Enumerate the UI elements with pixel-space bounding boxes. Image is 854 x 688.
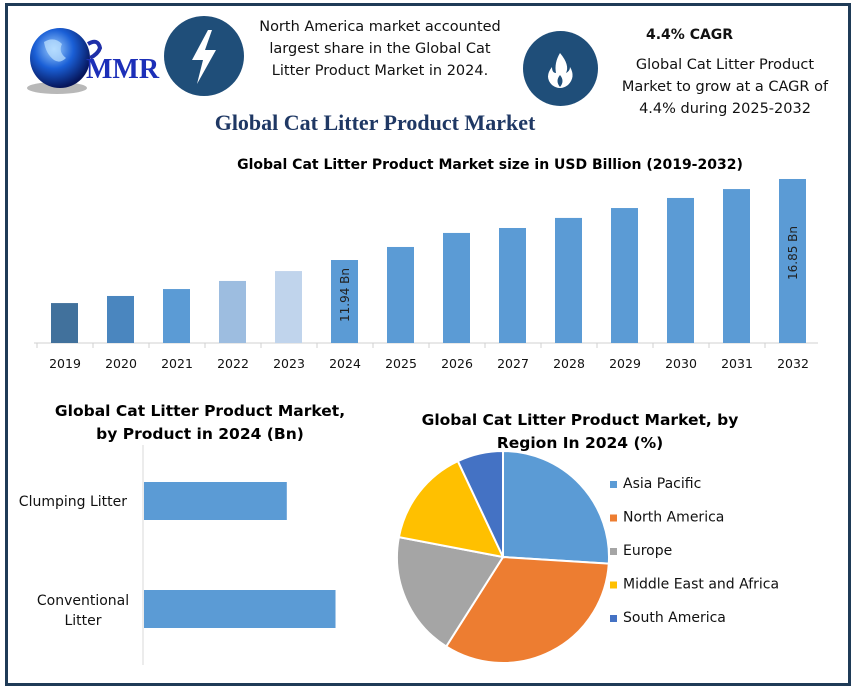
x-tick-label: 2020 — [105, 356, 137, 371]
legend-label: Middle East and Africa — [623, 577, 779, 593]
legend-swatch — [610, 481, 617, 488]
slice-south-america — [456, 449, 504, 558]
frame-border — [5, 3, 851, 686]
bar-conventional-litter — [144, 590, 336, 628]
data-label: 16.85 Bn — [786, 226, 800, 280]
x-tick-label: 2029 — [609, 356, 641, 371]
x-tick-label: 2025 — [385, 356, 417, 371]
bar-2028 — [555, 217, 582, 343]
x-tick-label: 2024 — [329, 356, 361, 371]
flame-icon — [523, 31, 598, 106]
bar-2023 — [275, 271, 302, 343]
category-label: Conventional Litter — [37, 593, 129, 629]
legend-label: South America — [623, 610, 726, 626]
legend-swatch — [610, 581, 617, 589]
bar-2020 — [107, 295, 134, 343]
category-label: Clumping Litter — [19, 494, 127, 510]
legend-swatch — [610, 514, 617, 522]
cagr-text: Global Cat Litter Product Market to grow… — [621, 57, 829, 117]
page-title: Global Cat Litter Product Market — [214, 110, 536, 135]
bar-2025 — [387, 246, 414, 343]
globe-icon — [27, 28, 103, 94]
x-tick-label: 2028 — [553, 356, 585, 371]
bar-2032 — [779, 178, 806, 343]
highlight-text: North America market accounted largest s… — [259, 19, 501, 79]
bar-2024 — [331, 260, 358, 343]
bar-2030 — [667, 197, 694, 343]
market-size-bar-chart: 2019 2020 2021 2022 2023 2024 11.94 Bn 2025 2026… — [34, 178, 818, 371]
x-tick-label: 2032 — [777, 356, 809, 371]
slice-asia-pacific — [502, 449, 610, 565]
x-tick-label: 2019 — [49, 356, 81, 371]
bar-2021 — [163, 289, 190, 343]
logo-text: MMR — [86, 54, 160, 85]
x-tick-label: 2022 — [217, 356, 249, 371]
bar-chart-title: Global Cat Litter Product Market size in… — [237, 157, 743, 173]
slice-europe — [396, 535, 505, 648]
slice-middle-east-and-africa — [397, 459, 505, 559]
x-tick-label: 2027 — [497, 356, 529, 371]
bar-2022 — [219, 280, 246, 343]
product-bar-chart: Clumping Litter Conventional Litter — [19, 445, 336, 665]
region-pie-chart: Asia Pacific North America Europe Middle Ea… — [396, 449, 779, 664]
x-tick-label: 2030 — [665, 356, 697, 371]
x-tick-label: 2021 — [161, 356, 193, 371]
legend-label: North America — [623, 510, 724, 526]
bar-clumping-litter — [144, 482, 287, 520]
pie-chart-title: Global Cat Litter Product Market, by Reg… — [421, 411, 739, 452]
lightning-icon — [164, 16, 244, 96]
bar-2026 — [443, 232, 470, 343]
legend-label: Asia Pacific — [623, 476, 701, 492]
data-label: 11.94 Bn — [338, 268, 352, 322]
mmr-logo: MMR — [22, 22, 162, 102]
bar-2027 — [499, 227, 526, 343]
legend-label: Europe — [623, 543, 672, 559]
legend-swatch — [610, 548, 617, 555]
cagr-title: 4.4% CAGR — [646, 27, 734, 43]
bar-2029 — [611, 208, 638, 343]
x-tick-label: 2023 — [273, 356, 305, 371]
x-tick-label: 2026 — [441, 356, 473, 371]
product-chart-title: Global Cat Litter Product Market, by Pro… — [54, 402, 346, 443]
legend-swatch — [610, 615, 617, 622]
bar-2031 — [723, 189, 750, 343]
bar-2019 — [51, 303, 78, 343]
x-tick-label: 2031 — [721, 356, 753, 371]
